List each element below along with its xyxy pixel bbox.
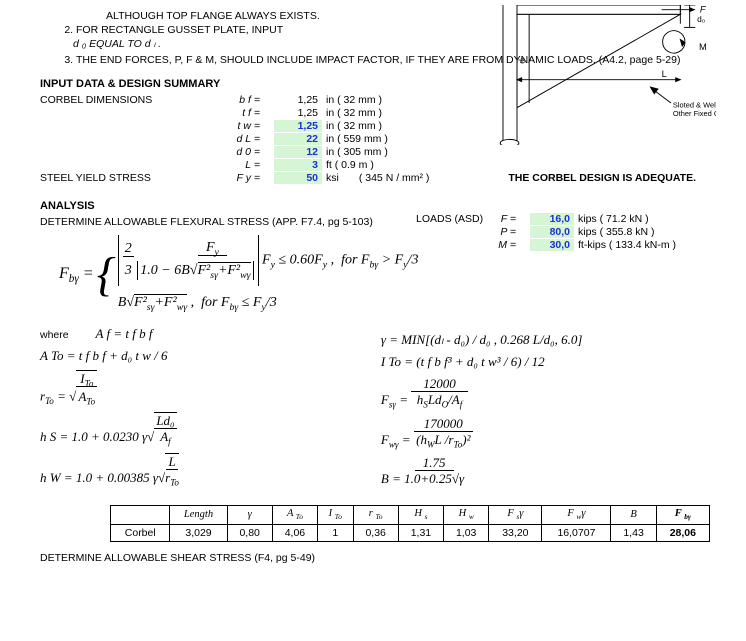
- td-6: 1,31: [398, 524, 443, 541]
- where-block: where A f = t f b f A To = t f b f + d₀ …: [40, 326, 716, 493]
- d0-unit: in ( 305 mm ): [322, 146, 388, 158]
- th-11: F bγ: [656, 506, 709, 524]
- th-2: γ: [227, 506, 272, 524]
- td-10: 1,43: [611, 524, 656, 541]
- ato-def: A To = t f b f + d₀ t w / 6: [40, 348, 351, 364]
- svg-text:Sloted & Weld orOther Fixed Co: Sloted & Weld orOther Fixed Conn: [673, 101, 716, 118]
- d0-sym: d 0 =: [220, 146, 260, 158]
- td-3: 4,06: [272, 524, 317, 541]
- heading-shear: DETERMINE ALLOWABLE SHEAR STRESS (F4, pg…: [40, 552, 716, 564]
- th-1: Length: [170, 506, 227, 524]
- adequate-msg: THE CORBEL DESIGN IS ADEQUATE.: [508, 172, 696, 184]
- l-m-sym: M =: [486, 239, 516, 251]
- td-8: 33,20: [489, 524, 542, 541]
- td-0: Corbel: [111, 524, 170, 541]
- tw-sym: t w =: [220, 120, 260, 132]
- tf-sym: t f =: [220, 107, 260, 119]
- bf-val: 1,25: [274, 94, 322, 106]
- td-11: 28,06: [656, 524, 709, 541]
- l-unit: ft ( 0.9 m ): [322, 159, 374, 171]
- heading-analysis: ANALYSIS: [40, 200, 716, 212]
- loads-label: LOADS (ASD): [416, 213, 486, 225]
- l-p-sym: P =: [486, 226, 516, 238]
- l-f-val[interactable]: 16,0: [530, 213, 574, 225]
- td-5: 0,36: [353, 524, 398, 541]
- fy-val[interactable]: 50: [274, 172, 322, 184]
- tf-val: 1,25: [274, 107, 322, 119]
- svg-text:L: L: [662, 69, 667, 79]
- dl-unit: in ( 559 mm ): [322, 133, 388, 145]
- svg-text:M: M: [699, 42, 707, 52]
- tw-val[interactable]: 1,25: [274, 120, 322, 132]
- td-2: 0,80: [227, 524, 272, 541]
- l-m-val[interactable]: 30,0: [530, 239, 574, 251]
- l-m-unit: ft-kips ( 133.4 kN-m ): [574, 239, 676, 251]
- hs-def: h S = 1.0 + 0.0230 γ√Ld₀Af: [40, 412, 351, 447]
- dl-sym: d L =: [220, 133, 260, 145]
- bf-sym: b f =: [220, 94, 260, 106]
- th-9: F wγ: [542, 506, 611, 524]
- th-7: H w: [444, 506, 489, 524]
- td-1: 3,029: [170, 524, 227, 541]
- l-p-unit: kips ( 355.8 kN ): [574, 226, 654, 238]
- l-sym: L =: [220, 159, 260, 171]
- l-f-sym: F =: [486, 213, 516, 225]
- b-def: B = 1.751.0+0.25√γ: [381, 455, 692, 487]
- steel-label: STEEL YIELD STRESS: [40, 172, 220, 184]
- fwg-def: Fwγ = 170000(hWL /rTo)²: [381, 416, 692, 450]
- svg-text:dₗ: dₗ: [516, 58, 526, 64]
- loads-block: LOADS (ASD)F = 16,0kips ( 71.2 kN ) P = 80…: [416, 212, 716, 252]
- td-7: 1,03: [444, 524, 489, 541]
- rto-def: rTo = √IToATo: [40, 370, 351, 406]
- results-table: LengthγA ToI Tor ToH sH wF sγF wγBF bγ C…: [110, 505, 710, 541]
- ito-def: I To = (t f b f³ + d₀ t w³ / 6) / 12: [381, 354, 692, 370]
- th-6: H s: [398, 506, 443, 524]
- l-p-val[interactable]: 80,0: [530, 226, 574, 238]
- th-4: I To: [318, 506, 353, 524]
- th-8: F sγ: [489, 506, 542, 524]
- gamma-def: γ = MIN[(dₗ - d₀) / d₀ , 0.268 L/d₀, 6.0…: [381, 332, 692, 348]
- th-10: B: [611, 506, 656, 524]
- svg-text:d₀: d₀: [697, 14, 706, 24]
- th-5: r To: [353, 506, 398, 524]
- corbel-diagram: F d₀ M L dₗ Sloted & Weld orOther Fixed …: [486, 5, 716, 145]
- l-val[interactable]: 3: [274, 159, 322, 171]
- fy-sym: F y =: [220, 172, 260, 184]
- fy-unit: ksi: [322, 172, 339, 184]
- tw-unit: in ( 32 mm ): [322, 120, 382, 132]
- td-9: 16,0707: [542, 524, 611, 541]
- fsg-def: Fsγ = 12000hSLdO/Af: [381, 376, 692, 410]
- hw-def: h W = 1.0 + 0.00385 γ√LrTo: [40, 453, 351, 488]
- where-label: where: [40, 329, 69, 341]
- td-4: 1: [318, 524, 353, 541]
- note-2-text: FOR RECTANGLE GUSSET PLATE, INPUT: [76, 24, 283, 36]
- th-0: [111, 506, 170, 524]
- tf-unit: in ( 32 mm ): [322, 107, 382, 119]
- bf-unit: in ( 32 mm ): [322, 94, 382, 106]
- af-def: A f = t f b f: [96, 326, 153, 341]
- dl-val[interactable]: 22: [274, 133, 322, 145]
- fy-paren: ( 345 N / mm² ): [359, 172, 430, 184]
- corbel-dim-label: CORBEL DIMENSIONS: [40, 94, 220, 106]
- l-f-unit: kips ( 71.2 kN ): [574, 213, 649, 225]
- th-3: A To: [272, 506, 317, 524]
- d0-val[interactable]: 12: [274, 146, 322, 158]
